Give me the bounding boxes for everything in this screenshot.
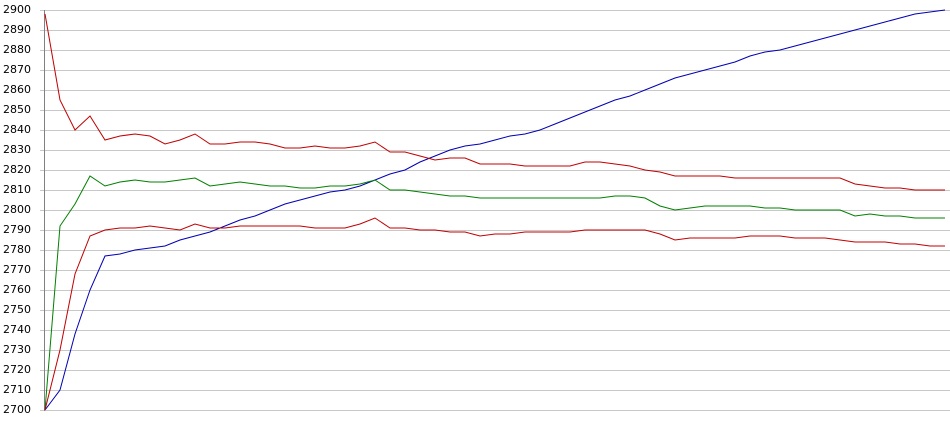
y-tick-label: 2820 [3,163,31,176]
y-tick-label: 2700 [3,403,31,416]
y-tick-label: 2850 [3,103,31,116]
y-tick-label: 2730 [3,343,31,356]
y-tick-label: 2840 [3,123,31,136]
y-tick-label: 2780 [3,243,31,256]
series-line [44,13,945,191]
y-tick-label: 2740 [3,323,31,336]
y-tick-label: 2800 [3,203,31,216]
y-tick-label: 2810 [3,183,31,196]
y-tick-label: 2720 [3,363,31,376]
y-tick-label: 2790 [3,223,31,236]
y-tick-label: 2770 [3,263,31,276]
series-line [44,217,945,411]
y-tick-label: 2830 [3,143,31,156]
y-tick-label: 2900 [3,3,31,16]
y-tick-label: 2890 [3,23,31,36]
y-tick-label: 2760 [3,283,31,296]
y-tick-label: 2710 [3,383,31,396]
series-line [44,9,946,411]
y-tick-label: 2880 [3,43,31,56]
y-tick-label: 2750 [3,303,31,316]
y-tick-label: 2870 [3,63,31,76]
series-line [44,175,945,411]
y-tick-label: 2860 [3,83,31,96]
